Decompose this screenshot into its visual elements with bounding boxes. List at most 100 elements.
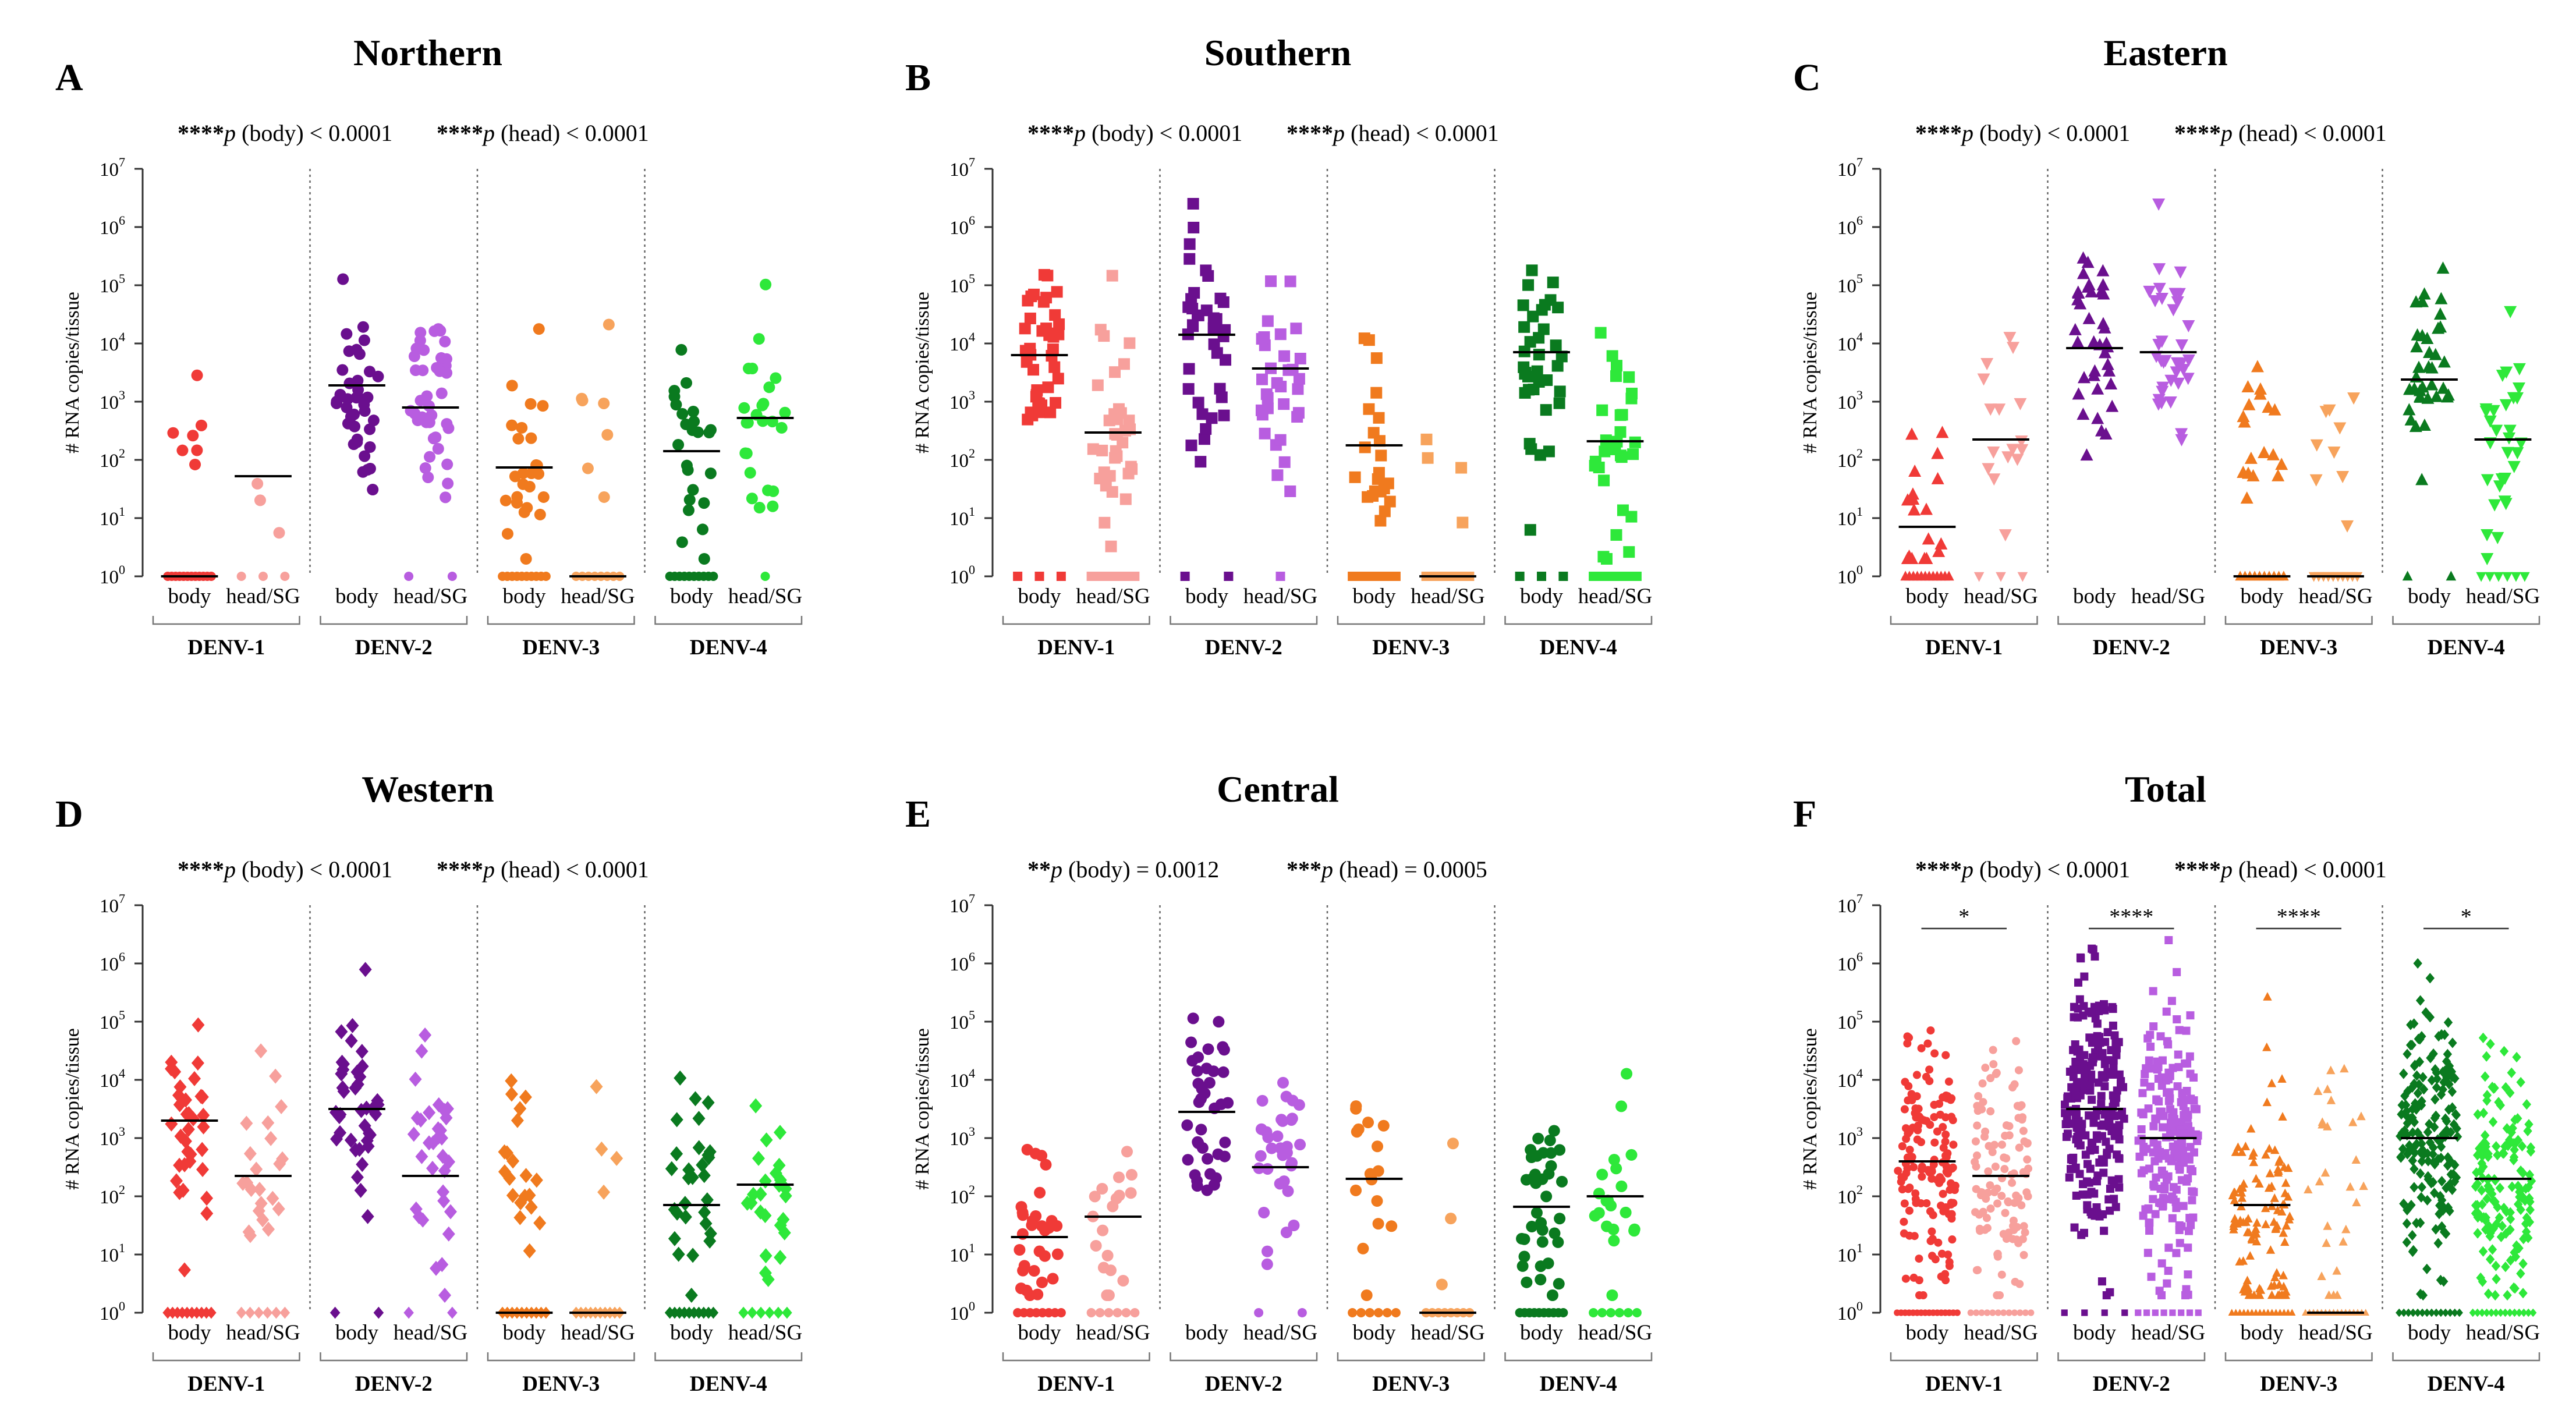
data-point [1092, 379, 1104, 391]
series-head [1586, 327, 1644, 581]
data-point [1941, 1276, 1950, 1285]
data-point [2251, 360, 2264, 373]
data-point [1379, 505, 1391, 518]
data-point [2015, 444, 2029, 456]
y-tick-exponent: 3 [119, 388, 125, 402]
y-tick-exponent: 6 [969, 213, 975, 228]
group-label: DENV-3 [2260, 1372, 2337, 1396]
series-body [2233, 360, 2291, 581]
data-point [692, 1140, 706, 1156]
data-point [440, 491, 452, 504]
data-point [1282, 1185, 1294, 1197]
data-point [2409, 1245, 2418, 1256]
data-point [2077, 1231, 2086, 1239]
data-point [2523, 1125, 2532, 1136]
data-point [1386, 1220, 1398, 1232]
data-point [1973, 1101, 1982, 1110]
data-point [702, 1150, 715, 1165]
data-point [2097, 1100, 2106, 1108]
data-point-zero [2437, 1308, 2445, 1317]
data-point [2075, 1131, 2084, 1139]
data-point [2184, 1291, 2192, 1299]
data-point [194, 1089, 208, 1104]
series-head [1972, 332, 2029, 582]
data-point [2351, 1155, 2361, 1164]
data-point [2074, 1013, 2082, 1022]
data-point [1360, 1289, 1373, 1301]
data-point [2179, 1202, 2188, 1210]
data-point [1218, 409, 1230, 421]
data-point-zero [2362, 1309, 2369, 1316]
group-bracket [1337, 616, 1485, 625]
data-point [2507, 1067, 2516, 1078]
data-point [261, 1115, 275, 1131]
data-point [1262, 1163, 1274, 1175]
data-point [2483, 1181, 2493, 1192]
x-label-body: body [2073, 584, 2117, 608]
data-point [2076, 1052, 2085, 1061]
data-point [1384, 495, 1396, 508]
data-point [2485, 1254, 2495, 1265]
data-point [2077, 371, 2090, 384]
group-bracket [320, 1352, 468, 1362]
data-point-zero [1275, 572, 1285, 581]
y-tick-label: 102 [100, 1182, 125, 1208]
data-point [2170, 366, 2183, 379]
data-point [2479, 1107, 2488, 1119]
x-label-body: body [1520, 584, 1564, 608]
data-point [1593, 462, 1605, 474]
data-point [1216, 391, 1228, 403]
x-label-head: head/SG [1964, 584, 2038, 608]
panel-letter: F [1793, 793, 1816, 835]
data-point-zero [258, 572, 268, 581]
data-point [1982, 1214, 1991, 1222]
data-point-zero [1614, 1308, 1624, 1317]
data-point [2512, 1051, 2521, 1063]
data-point [442, 1226, 455, 1242]
series-body [495, 1073, 553, 1319]
data-point [364, 423, 376, 435]
data-point [2490, 424, 2503, 437]
data-point [2283, 1192, 2293, 1201]
data-point [2096, 278, 2110, 290]
data-point [1125, 1169, 1138, 1181]
data-point [356, 1058, 369, 1074]
data-point [2111, 1203, 2120, 1211]
data-point [513, 1210, 527, 1225]
data-point [2279, 1281, 2288, 1291]
data-point-zero [1996, 572, 2006, 582]
data-point [2410, 340, 2423, 353]
x-label-head: head/SG [394, 1321, 467, 1345]
series-body [1011, 1143, 1068, 1317]
data-point [2512, 382, 2525, 395]
data-point [2423, 1126, 2433, 1137]
y-tick-exponent: 4 [969, 329, 975, 344]
data-point [2162, 1007, 2171, 1016]
data-point [2181, 373, 2195, 385]
data-point [1928, 1235, 1937, 1243]
data-point [1986, 1074, 1995, 1083]
data-point [438, 1103, 451, 1118]
data-point [173, 1157, 186, 1173]
data-point [2163, 1279, 2171, 1288]
data-point [2279, 1270, 2288, 1280]
data-point [2085, 1178, 2093, 1187]
data-point [1927, 1165, 1936, 1174]
data-point [2245, 1251, 2255, 1260]
data-point [2188, 1187, 2196, 1196]
data-point [423, 400, 435, 412]
series-head [1085, 270, 1142, 581]
data-point [1901, 1078, 1909, 1086]
data-point [1187, 1012, 1199, 1025]
data-point [2007, 342, 2020, 355]
data-point [505, 1073, 518, 1089]
data-point [358, 334, 370, 346]
y-tick-exponent: 3 [969, 1124, 975, 1139]
data-point [2093, 1135, 2102, 1143]
data-point-zero [2022, 1309, 2029, 1316]
data-point [2492, 1141, 2501, 1152]
data-point [2233, 1142, 2243, 1151]
data-point [525, 432, 537, 444]
data-point [1285, 1114, 1298, 1126]
